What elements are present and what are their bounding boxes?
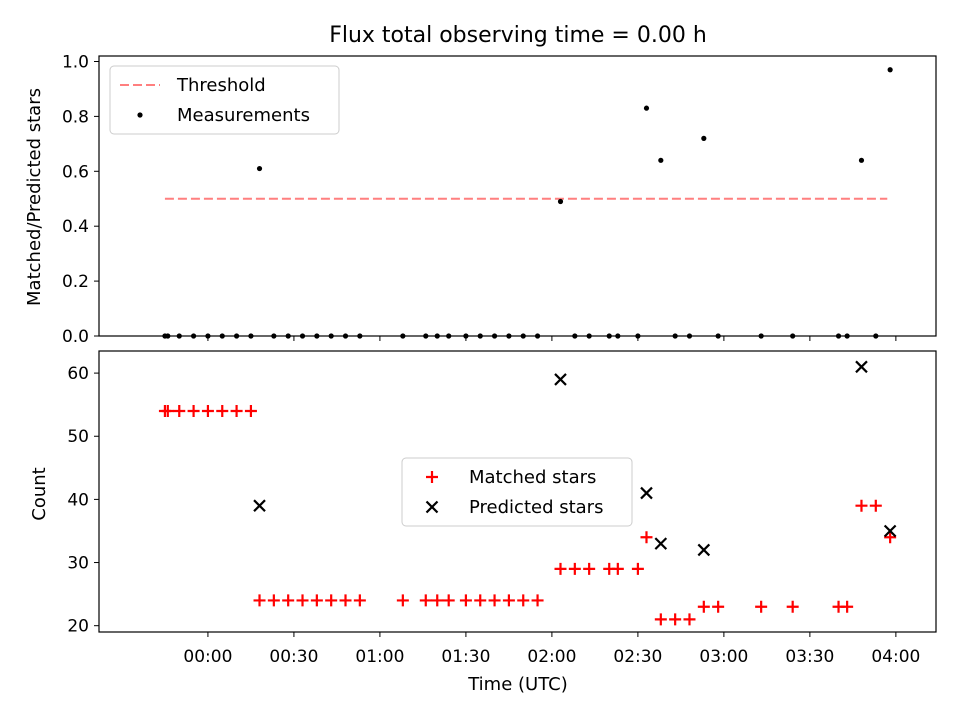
y-tick-label: 0.4 <box>62 217 89 237</box>
predicted-stars-point <box>425 500 439 514</box>
matched-stars-point <box>474 594 487 607</box>
top-y-axis-label: Matched/Predicted stars <box>24 88 45 306</box>
predicted-stars-point <box>697 543 711 557</box>
matched-stars-point <box>517 594 530 607</box>
matched-stars-point <box>442 594 455 607</box>
y-tick-label: 0.2 <box>62 272 89 292</box>
matched-stars-point <box>583 562 596 575</box>
predicted-stars-point <box>554 373 567 386</box>
matched-stars-point <box>755 600 768 613</box>
matched-stars-point <box>230 404 243 417</box>
matched-stars-point <box>697 600 710 613</box>
legend-entry-label: Threshold <box>176 75 266 96</box>
measurement-point <box>858 157 865 163</box>
matched-stars-point <box>841 600 854 613</box>
measurement-point <box>256 165 263 172</box>
matched-stars-point <box>654 613 667 626</box>
x-axis-label: Time (UTC) <box>467 674 568 695</box>
matched-stars-point <box>431 594 444 607</box>
matched-stars-point <box>786 600 799 613</box>
matched-stars-point <box>712 600 725 613</box>
chart-title: Flux total observing time = 0.00 h <box>329 23 707 48</box>
matched-stars-point <box>253 594 266 607</box>
matched-stars-point <box>426 471 438 483</box>
predicted-stars-point <box>883 524 897 538</box>
matched-stars-point <box>353 594 366 607</box>
matched-stars-point <box>244 404 257 417</box>
x-tick-label: 02:30 <box>613 647 662 667</box>
matched-stars-point <box>459 594 472 607</box>
bottom-y-axis-label: Count <box>29 467 50 520</box>
predicted-stars-point <box>253 499 266 512</box>
measurement-point <box>643 105 650 111</box>
matched-stars-point <box>502 594 515 607</box>
matched-stars-point <box>554 562 567 575</box>
legend-entry-label: Matched stars <box>469 467 596 488</box>
matched-stars-point <box>325 594 338 607</box>
matched-stars-point <box>869 499 882 512</box>
legend-entry-label: Measurements <box>177 105 310 126</box>
matched-stars-point <box>161 404 174 417</box>
matched-stars-point <box>267 594 280 607</box>
matched-stars-point <box>640 531 653 544</box>
matched-stars-point <box>201 404 214 417</box>
y-tick-label: 30 <box>67 554 89 574</box>
matched-stars-point <box>296 594 309 607</box>
predicted-stars-point <box>640 486 653 500</box>
y-tick-label: 0.6 <box>62 162 89 182</box>
predicted-stars-point <box>654 537 668 550</box>
x-tick-label: 04:00 <box>871 647 920 667</box>
matched-stars-point <box>488 594 501 607</box>
matched-stars-point <box>419 594 432 607</box>
matched-stars-point <box>855 499 868 512</box>
measurement-point <box>137 112 143 118</box>
legend-box <box>109 65 340 135</box>
matched-stars-point <box>531 594 544 607</box>
x-tick-label: 00:00 <box>183 647 232 667</box>
x-tick-label: 03:30 <box>785 647 834 667</box>
matched-stars-point <box>173 404 186 417</box>
matched-stars-point <box>310 594 323 607</box>
x-tick-label: 02:00 <box>527 647 576 667</box>
matched-stars-point <box>683 613 696 626</box>
matched-stars-point <box>187 404 200 417</box>
matched-stars-point <box>631 562 644 575</box>
top-panel: 0.0 0.2 0.4 0.6 0.8 1.0 Threshold Measurements <box>62 52 937 347</box>
matched-stars-point <box>282 594 295 607</box>
measurement-point <box>887 67 893 73</box>
y-tick-label: 0.0 <box>62 327 89 347</box>
measurement-point <box>658 157 664 163</box>
matched-stars-point <box>216 404 229 417</box>
y-tick-label: 1.0 <box>62 52 89 72</box>
y-tick-label: 20 <box>67 617 89 637</box>
matched-stars-point <box>396 594 409 607</box>
x-tick-label: 00:30 <box>269 647 318 667</box>
y-tick-label: 40 <box>67 490 89 510</box>
measurement-point <box>701 135 707 141</box>
matched-stars-point <box>884 531 897 544</box>
axes-frame <box>98 55 937 337</box>
legend-entry-label: Predicted stars <box>469 497 603 518</box>
bottom-panel: 20 30 40 50 60 00:00 00:30 01:00 01:30 02:00 02:30… <box>67 350 937 667</box>
y-tick-label: 50 <box>67 427 89 447</box>
measurement-point <box>557 198 564 205</box>
matched-stars-point <box>568 562 581 575</box>
x-tick-label: 01:00 <box>355 647 404 667</box>
predicted-stars-point <box>855 360 868 374</box>
axes-frame <box>98 350 937 633</box>
x-tick-label: 03:00 <box>699 647 748 667</box>
y-tick-label: 0.8 <box>62 107 89 127</box>
matched-stars-point <box>339 594 352 607</box>
matched-stars-point <box>611 562 624 575</box>
y-tick-label: 60 <box>67 364 89 384</box>
legend-box <box>401 457 633 527</box>
matched-stars-point <box>669 613 682 626</box>
x-tick-label: 01:30 <box>441 647 490 667</box>
